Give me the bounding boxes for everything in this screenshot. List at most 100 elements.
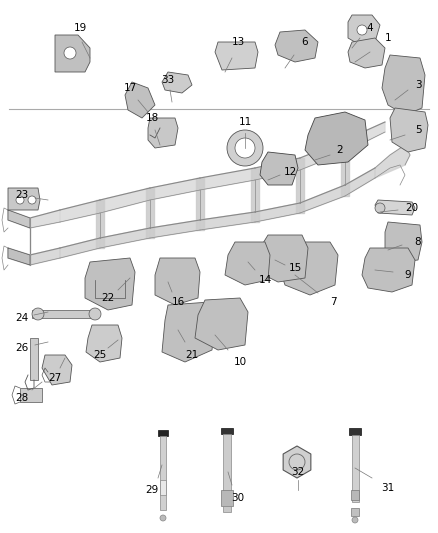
Polygon shape xyxy=(195,298,248,350)
Polygon shape xyxy=(162,302,215,362)
Text: 9: 9 xyxy=(405,270,411,280)
Polygon shape xyxy=(8,210,30,228)
Text: 25: 25 xyxy=(93,350,106,360)
Text: 3: 3 xyxy=(415,80,421,90)
Polygon shape xyxy=(341,140,349,196)
Polygon shape xyxy=(60,238,100,258)
Polygon shape xyxy=(100,228,150,248)
Circle shape xyxy=(32,308,44,320)
Text: 26: 26 xyxy=(15,343,28,353)
Text: 32: 32 xyxy=(291,467,304,477)
Polygon shape xyxy=(150,178,200,200)
Bar xyxy=(349,428,361,435)
Polygon shape xyxy=(100,188,150,213)
Circle shape xyxy=(352,517,358,523)
Polygon shape xyxy=(8,248,30,265)
Text: 10: 10 xyxy=(233,357,247,367)
Bar xyxy=(352,435,359,502)
Text: 29: 29 xyxy=(145,485,159,495)
Polygon shape xyxy=(390,108,428,152)
Text: 16: 16 xyxy=(171,297,185,307)
Polygon shape xyxy=(155,258,200,305)
Circle shape xyxy=(28,196,36,204)
Bar xyxy=(20,388,42,402)
Text: 6: 6 xyxy=(302,37,308,47)
Polygon shape xyxy=(255,158,300,180)
Polygon shape xyxy=(375,200,415,215)
Polygon shape xyxy=(146,188,154,238)
Polygon shape xyxy=(162,72,192,93)
Circle shape xyxy=(160,515,166,521)
Polygon shape xyxy=(255,203,300,222)
Text: 22: 22 xyxy=(101,293,115,303)
Text: 33: 33 xyxy=(161,75,175,85)
Text: 15: 15 xyxy=(288,263,302,273)
Circle shape xyxy=(235,138,255,158)
Text: 17: 17 xyxy=(124,83,137,93)
Bar xyxy=(32,310,94,318)
Polygon shape xyxy=(296,158,304,213)
Polygon shape xyxy=(275,30,318,62)
Polygon shape xyxy=(125,82,155,118)
Text: 14: 14 xyxy=(258,275,272,285)
Polygon shape xyxy=(86,325,122,362)
Text: 12: 12 xyxy=(283,167,297,177)
Polygon shape xyxy=(283,446,311,478)
Bar xyxy=(351,508,359,516)
Text: 4: 4 xyxy=(367,23,373,33)
Polygon shape xyxy=(305,112,368,165)
Bar xyxy=(221,490,233,506)
Polygon shape xyxy=(200,168,255,190)
Polygon shape xyxy=(55,35,90,72)
Text: 28: 28 xyxy=(15,393,28,403)
Text: 19: 19 xyxy=(74,23,87,33)
Polygon shape xyxy=(385,222,422,262)
Text: 31: 31 xyxy=(381,483,395,493)
Polygon shape xyxy=(60,200,100,222)
Polygon shape xyxy=(300,140,345,170)
Polygon shape xyxy=(30,248,60,265)
Bar xyxy=(223,506,231,512)
Polygon shape xyxy=(300,185,345,213)
Bar xyxy=(158,430,168,436)
Text: 21: 21 xyxy=(185,350,198,360)
Bar xyxy=(221,428,233,434)
Polygon shape xyxy=(8,188,40,210)
Text: 5: 5 xyxy=(415,125,421,135)
Polygon shape xyxy=(150,220,200,238)
Circle shape xyxy=(357,25,367,35)
Polygon shape xyxy=(225,242,270,285)
Polygon shape xyxy=(96,200,104,248)
Text: 18: 18 xyxy=(145,113,159,123)
Text: 23: 23 xyxy=(15,190,28,200)
Text: 20: 20 xyxy=(406,203,419,213)
Polygon shape xyxy=(251,168,259,222)
Text: 30: 30 xyxy=(231,493,244,503)
Polygon shape xyxy=(280,242,338,295)
Polygon shape xyxy=(200,212,255,230)
Text: 13: 13 xyxy=(231,37,245,47)
Text: 1: 1 xyxy=(385,33,391,43)
Circle shape xyxy=(64,47,76,59)
Polygon shape xyxy=(348,15,380,45)
Circle shape xyxy=(16,196,24,204)
Polygon shape xyxy=(85,258,135,310)
Circle shape xyxy=(89,308,101,320)
Circle shape xyxy=(375,203,385,213)
Polygon shape xyxy=(348,38,385,68)
Bar xyxy=(223,434,231,500)
Polygon shape xyxy=(196,178,204,230)
Polygon shape xyxy=(42,355,72,385)
Bar xyxy=(30,338,38,380)
Polygon shape xyxy=(215,42,258,70)
Polygon shape xyxy=(382,55,425,115)
Polygon shape xyxy=(345,168,375,196)
Text: 24: 24 xyxy=(15,313,28,323)
Text: 7: 7 xyxy=(330,297,336,307)
Polygon shape xyxy=(375,145,410,178)
Bar xyxy=(351,490,359,500)
Bar xyxy=(160,436,166,510)
Text: 11: 11 xyxy=(238,117,251,127)
Polygon shape xyxy=(30,210,60,228)
Text: 27: 27 xyxy=(48,373,62,383)
